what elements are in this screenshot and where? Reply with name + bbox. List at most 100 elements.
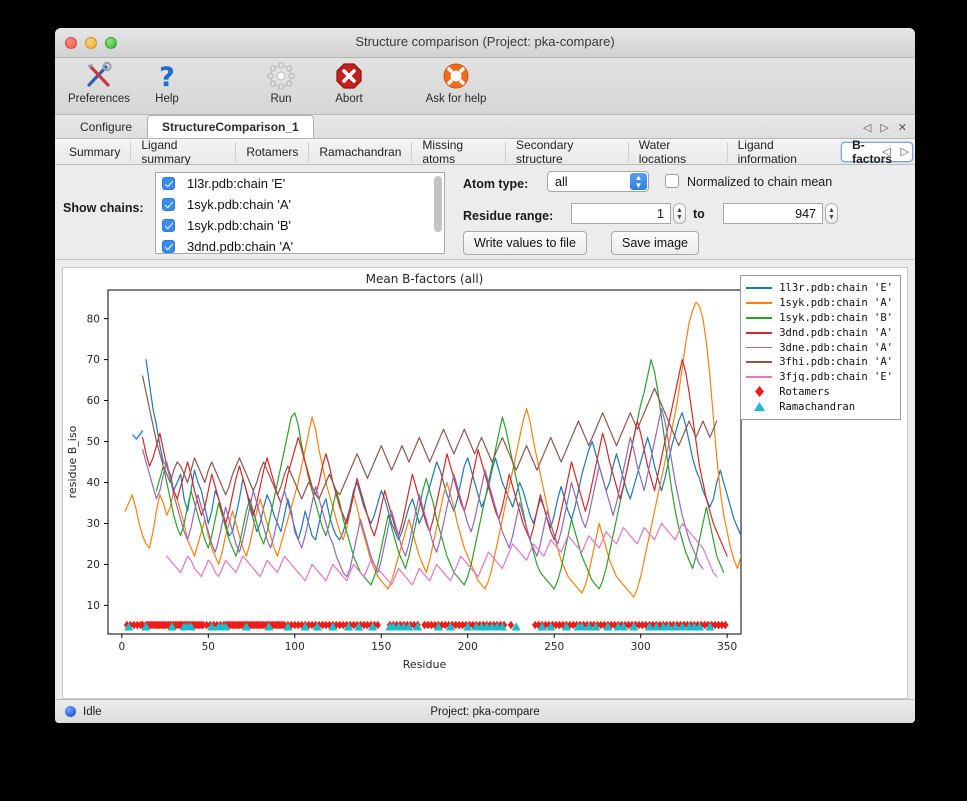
chain-list-scrollbar[interactable] bbox=[434, 176, 442, 252]
save-image-button[interactable]: Save image bbox=[611, 231, 700, 255]
toolbar-run-button[interactable]: Run bbox=[247, 58, 315, 114]
chain-list[interactable]: 1l3r.pdb:chain 'E' 1syk.pdb:chain 'A' 1s… bbox=[155, 172, 445, 254]
legend-label: Rotamers bbox=[779, 385, 830, 398]
tab-ligand-summary[interactable]: Ligand summary bbox=[131, 138, 237, 166]
chain-label: 1l3r.pdb:chain 'E' bbox=[187, 176, 286, 191]
residue-from-stepper[interactable]: ▲ ▼ bbox=[673, 203, 686, 224]
svg-text:350: 350 bbox=[717, 641, 737, 653]
svg-text:200: 200 bbox=[458, 641, 478, 653]
inner-tab-next-icon[interactable]: ▷ bbox=[900, 146, 909, 158]
toolbar-preferences-button[interactable]: Preferences bbox=[65, 58, 133, 114]
legend-item: 1l3r.pdb:chain 'E' bbox=[746, 281, 893, 296]
svg-text:10: 10 bbox=[87, 600, 100, 612]
residue-range-to-label: to bbox=[693, 207, 705, 221]
legend-item: 3dne.pdb:chain 'A' bbox=[746, 340, 893, 355]
chain-list-scrollbar-thumb[interactable] bbox=[434, 176, 442, 232]
svg-text:50: 50 bbox=[202, 641, 215, 653]
chain-checkbox[interactable] bbox=[162, 198, 175, 211]
stop-x-icon bbox=[335, 61, 363, 91]
outer-tab-next-icon[interactable]: ▷ bbox=[880, 122, 889, 134]
controls-panel: Show chains: 1l3r.pdb:chain 'E' 1syk.pdb… bbox=[55, 165, 915, 260]
toolbar-abort-button[interactable]: Abort bbox=[315, 58, 383, 114]
svg-text:70: 70 bbox=[87, 354, 100, 366]
write-values-to-file-button[interactable]: Write values to file bbox=[463, 231, 587, 255]
legend-item: 3dnd.pdb:chain 'A' bbox=[746, 325, 893, 340]
outer-tab-prev-icon[interactable]: ◁ bbox=[862, 122, 872, 134]
legend-label: 1syk.pdb:chain 'B' bbox=[779, 311, 893, 324]
legend-line-swatch bbox=[746, 312, 773, 324]
svg-text:300: 300 bbox=[631, 641, 651, 653]
tab-b-factors[interactable]: B-factors bbox=[841, 138, 913, 166]
svg-text:Mean B-factors (all): Mean B-factors (all) bbox=[366, 272, 484, 286]
legend-line-swatch bbox=[746, 356, 773, 368]
tab-secondary-structure[interactable]: Secondary structure bbox=[506, 138, 629, 166]
chain-checkbox[interactable] bbox=[162, 240, 175, 253]
inner-tab-controls: ◁ ▷ bbox=[882, 145, 909, 158]
chain-list-item[interactable]: 1syk.pdb:chain 'B' bbox=[156, 215, 444, 236]
status-indicator-icon bbox=[65, 706, 76, 717]
svg-text:80: 80 bbox=[87, 313, 100, 325]
normalized-checkbox[interactable] bbox=[665, 174, 679, 188]
atom-type-label: Atom type: bbox=[463, 177, 529, 191]
residue-from-input[interactable]: 1 bbox=[571, 203, 671, 224]
application-window: Structure comparison (Project: pka-compa… bbox=[55, 28, 915, 723]
legend-item: 1syk.pdb:chain 'A' bbox=[746, 296, 893, 311]
atom-type-select[interactable]: all ▲ ▼ bbox=[547, 171, 649, 192]
plot-area[interactable]: Mean B-factors (all) 10 20 30 40 50 60 70 80 0 50 1… bbox=[62, 267, 908, 699]
title-bar: Structure comparison (Project: pka-compa… bbox=[55, 28, 915, 58]
window-maximize-button[interactable] bbox=[105, 37, 117, 49]
chevron-up-icon[interactable]: ▲ bbox=[828, 206, 835, 214]
svg-text:Residue: Residue bbox=[403, 658, 447, 671]
tab-summary[interactable]: Summary bbox=[59, 141, 132, 162]
legend-label: 1syk.pdb:chain 'A' bbox=[779, 297, 893, 310]
chain-label: 1syk.pdb:chain 'A' bbox=[187, 197, 291, 212]
tools-icon bbox=[84, 61, 114, 91]
legend-line-swatch bbox=[746, 297, 773, 309]
legend-label: 1l3r.pdb:chain 'E' bbox=[779, 282, 893, 295]
toolbar-ask-for-help-button[interactable]: Ask for help bbox=[413, 58, 499, 114]
triangle-icon bbox=[746, 402, 772, 412]
chain-list-item[interactable]: 1l3r.pdb:chain 'E' bbox=[156, 173, 444, 194]
toolbar: Preferences ? Help bbox=[55, 58, 915, 115]
tab-missing-atoms[interactable]: Missing atoms bbox=[412, 138, 507, 166]
chevron-down-icon[interactable]: ▼ bbox=[828, 213, 835, 221]
outer-tab-bar: Configure StructureComparison_1 ◁ ▷ ✕ bbox=[55, 115, 915, 139]
chain-checkbox[interactable] bbox=[162, 177, 175, 190]
status-bar: Idle Project: pka-compare bbox=[55, 699, 915, 723]
chain-list-item[interactable]: 1syk.pdb:chain 'A' bbox=[156, 194, 444, 215]
svg-text:100: 100 bbox=[285, 641, 305, 653]
tab-water-locations[interactable]: Water locations bbox=[629, 138, 728, 166]
outer-tab-configure[interactable]: Configure bbox=[80, 120, 133, 134]
b-factors-chart: Mean B-factors (all) 10 20 30 40 50 60 70 80 0 50 1… bbox=[66, 272, 742, 671]
window-minimize-button[interactable] bbox=[85, 37, 97, 49]
window-close-button[interactable] bbox=[65, 37, 77, 49]
legend-item: 1syk.pdb:chain 'B' bbox=[746, 311, 893, 326]
tab-ramachandran[interactable]: Ramachandran bbox=[309, 141, 413, 162]
tab-rotamers[interactable]: Rotamers bbox=[236, 141, 310, 162]
chevron-up-icon[interactable]: ▲ bbox=[676, 206, 683, 214]
svg-text:150: 150 bbox=[371, 641, 391, 653]
svg-text:?: ? bbox=[159, 62, 175, 91]
outer-tab-close-icon[interactable]: ✕ bbox=[897, 122, 907, 134]
atom-type-value: all bbox=[555, 174, 568, 189]
svg-text:50: 50 bbox=[87, 436, 100, 448]
toolbar-help-button[interactable]: ? Help bbox=[133, 58, 201, 114]
chevron-updown-icon[interactable]: ▲ ▼ bbox=[630, 173, 647, 190]
residue-to-input[interactable]: 947 bbox=[723, 203, 823, 224]
inner-tab-prev-icon[interactable]: ◁ bbox=[882, 146, 891, 158]
outer-tab-structurecomparison-1[interactable]: StructureComparison_1 bbox=[147, 115, 314, 138]
legend-label: 3dne.pdb:chain 'A' bbox=[779, 341, 893, 354]
chain-checkbox[interactable] bbox=[162, 219, 175, 232]
residue-to-stepper[interactable]: ▲ ▼ bbox=[825, 203, 838, 224]
legend-line-swatch bbox=[746, 371, 773, 383]
toolbar-item-label: Abort bbox=[335, 93, 363, 105]
lifebuoy-icon bbox=[442, 61, 470, 91]
legend-label: 3fjq.pdb:chain 'E' bbox=[779, 371, 893, 384]
legend-line-swatch bbox=[746, 282, 773, 294]
chain-list-item[interactable]: 3dnd.pdb:chain 'A' bbox=[156, 236, 444, 253]
legend-item: 3fhi.pdb:chain 'A' bbox=[746, 355, 893, 370]
chevron-down-icon[interactable]: ▼ bbox=[676, 213, 683, 221]
question-mark-icon: ? bbox=[152, 61, 182, 91]
chain-label: 1syk.pdb:chain 'B' bbox=[187, 218, 291, 233]
tab-ligand-information[interactable]: Ligand information bbox=[737, 137, 797, 166]
